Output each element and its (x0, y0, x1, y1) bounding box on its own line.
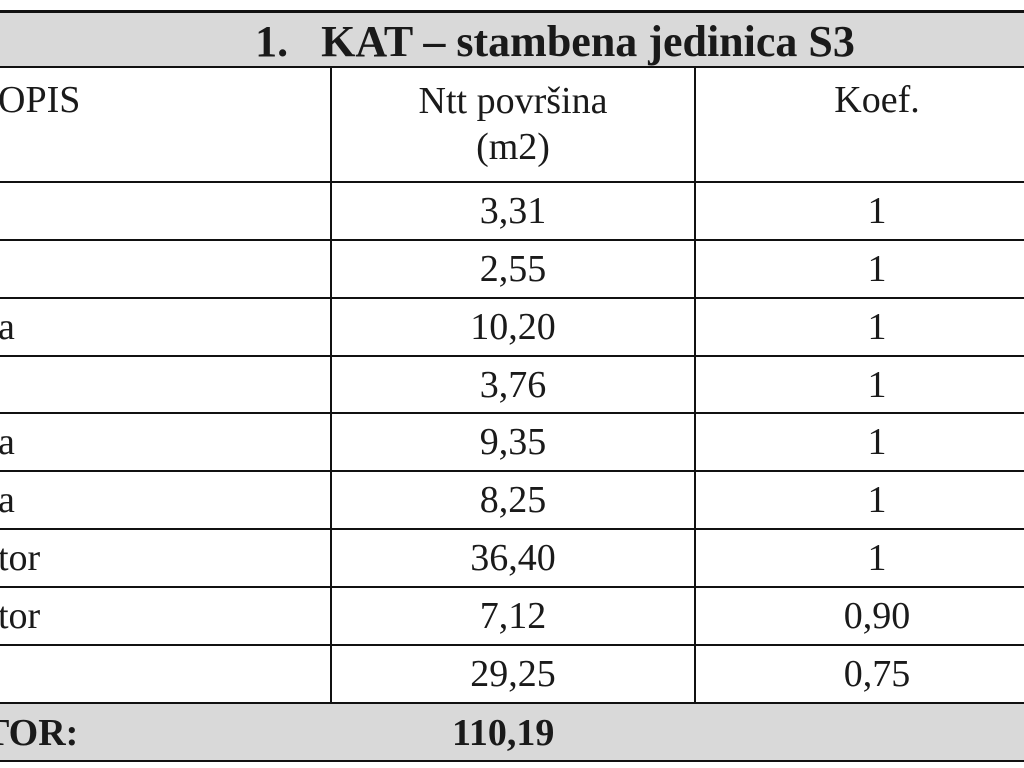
table-row: 3,76 1 (0, 357, 1024, 414)
total-label: TOR: (0, 712, 79, 754)
row-coefficient: 1 (867, 190, 887, 232)
row-description: tor (0, 537, 41, 579)
row-area: 2,55 (479, 248, 547, 290)
row-area: 29,25 (470, 653, 556, 695)
column-divider (694, 68, 696, 704)
row-description: a (0, 306, 15, 348)
column-header-area-line1: Ntt površina (418, 80, 608, 122)
row-description: a (0, 421, 15, 463)
row-area: 3,76 (479, 364, 547, 406)
table-row: 3,31 1 (0, 183, 1024, 241)
row-coefficient: 0,75 (843, 653, 911, 695)
row-area: 10,20 (470, 306, 556, 348)
row-description: a (0, 479, 15, 521)
column-header-area-line2: (m2) (476, 126, 550, 168)
column-header-coefficient: Koef. (834, 79, 920, 121)
column-divider (330, 68, 332, 704)
column-header-area: Ntt površina (m2) (332, 78, 694, 170)
total-value: 110,19 (452, 712, 555, 754)
row-coefficient: 1 (867, 479, 887, 521)
row-coefficient: 1 (867, 421, 887, 463)
table-row: tor 7,12 0,90 (0, 588, 1024, 646)
total-row: TOR: 110,19 (0, 704, 1024, 762)
table-row: tor 36,40 1 (0, 530, 1024, 588)
row-coefficient: 0,90 (843, 595, 911, 637)
table-title: 1. KAT – stambena jedinica S3 (255, 17, 855, 66)
row-description: tor (0, 595, 41, 637)
area-table: OPIS Ntt površina (m2) Koef. 3,31 1 2,55… (0, 68, 1024, 768)
column-header-description: OPIS (0, 79, 81, 121)
row-area: 3,31 (479, 190, 547, 232)
table-row: 29,25 0,75 (0, 646, 1024, 704)
row-coefficient: 1 (867, 306, 887, 348)
column-header-row: OPIS Ntt površina (m2) Koef. (0, 68, 1024, 183)
table-row: a 10,20 1 (0, 299, 1024, 357)
row-area: 9,35 (479, 421, 547, 463)
row-area: 36,40 (470, 537, 556, 579)
table-row: 2,55 1 (0, 241, 1024, 299)
table-row: a 8,25 1 (0, 472, 1024, 530)
table-title-band: 1. KAT – stambena jedinica S3 (0, 10, 1024, 68)
row-area: 7,12 (479, 595, 547, 637)
row-coefficient: 1 (867, 537, 887, 579)
row-coefficient: 1 (867, 364, 887, 406)
table-row: a 9,35 1 (0, 414, 1024, 472)
row-area: 8,25 (479, 479, 547, 521)
row-coefficient: 1 (867, 248, 887, 290)
